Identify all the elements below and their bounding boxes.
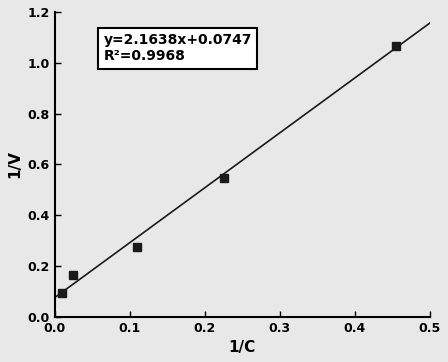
X-axis label: 1/C: 1/C [228,340,256,355]
Text: y=2.1638x+0.0747
R²=0.9968: y=2.1638x+0.0747 R²=0.9968 [103,33,252,63]
Y-axis label: 1/V: 1/V [7,150,22,178]
